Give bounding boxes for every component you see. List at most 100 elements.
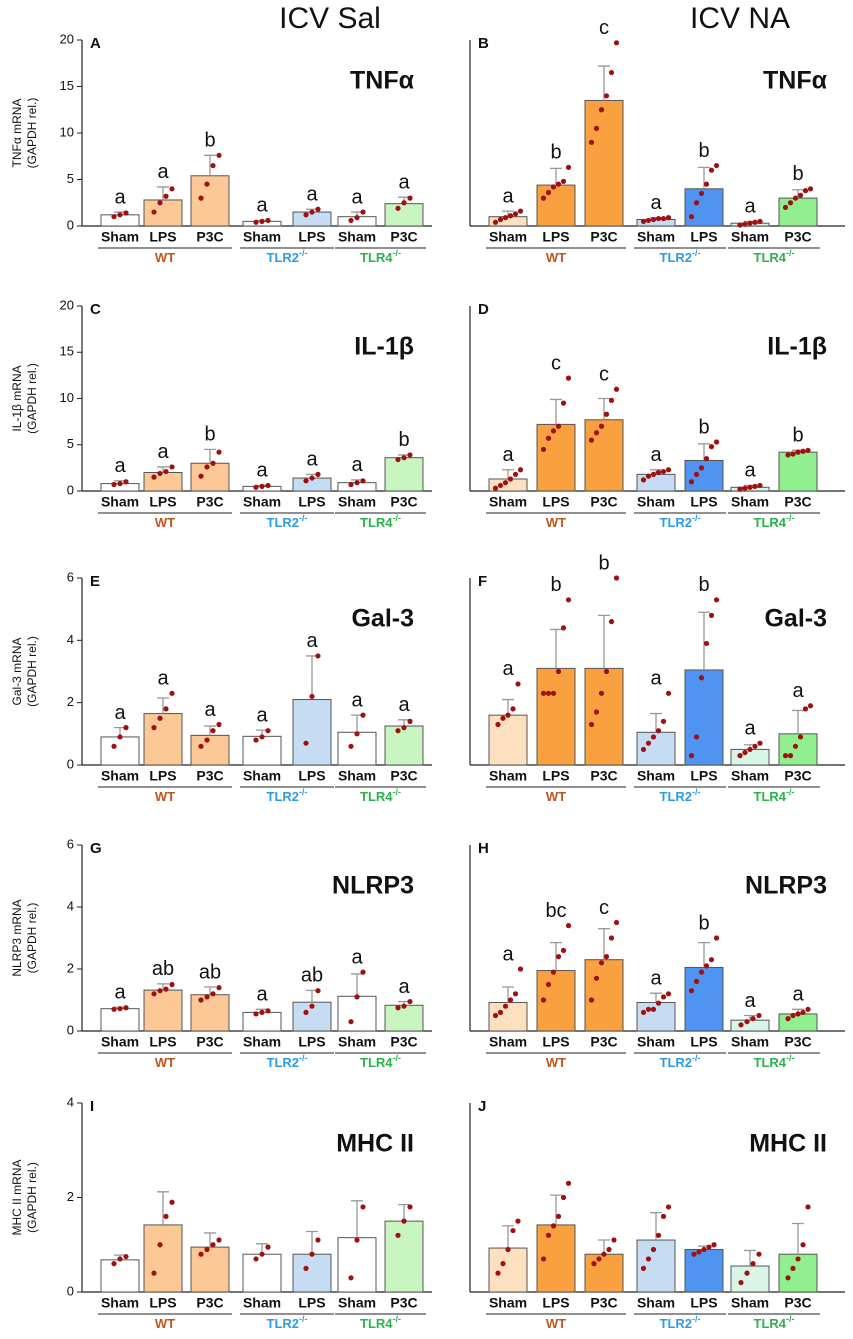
significance-letter: b [792, 163, 803, 185]
data-point [742, 485, 748, 491]
data-point [613, 40, 620, 46]
group-label: TLR2-/- [267, 248, 308, 265]
data-point [309, 693, 315, 700]
data-point [792, 743, 799, 749]
data-point [204, 994, 210, 1000]
group-label: WT [546, 515, 566, 530]
bar [384, 203, 424, 227]
data-point [805, 1006, 811, 1012]
data-point [401, 200, 407, 206]
y-tick-label: 0 [67, 482, 74, 497]
bar [100, 736, 140, 766]
data-point [708, 444, 715, 450]
data-point [169, 464, 175, 470]
x-tick-label: LPS [690, 768, 717, 784]
data-point [640, 477, 647, 483]
data-point [510, 1227, 516, 1234]
data-point [698, 969, 705, 975]
panel-title: NLRP3 [332, 872, 414, 900]
data-point [640, 746, 647, 753]
error-bar [792, 1222, 804, 1255]
x-tick-label: LPS [690, 1295, 717, 1311]
data-point [315, 206, 321, 212]
significance-letter: a [744, 460, 756, 482]
significance-letter: a [650, 444, 662, 466]
error-bar [698, 611, 710, 670]
data-point [737, 222, 743, 228]
data-point [151, 474, 157, 480]
data-point [645, 473, 652, 479]
data-point [790, 1012, 796, 1019]
bar [242, 735, 282, 766]
y-axis-label: (GAPDH rel.) [25, 363, 39, 434]
data-point [259, 483, 265, 489]
group-name: TLR4 [754, 1055, 787, 1070]
data-point [401, 1218, 407, 1224]
data-point [502, 215, 509, 221]
data-point [555, 1213, 562, 1219]
significance-letter: a [157, 668, 169, 690]
significance-letter: a [650, 192, 662, 214]
data-point [163, 468, 169, 475]
error-bar [550, 1194, 562, 1225]
data-point [800, 448, 806, 454]
error-bar [598, 65, 610, 101]
data-point [713, 597, 720, 603]
data-point [593, 975, 600, 981]
error-bar [204, 448, 216, 464]
data-point [265, 1008, 271, 1014]
bar [536, 184, 576, 227]
data-point [708, 167, 715, 173]
bar [636, 473, 676, 492]
y-axis-label: (GAPDH rel.) [25, 98, 39, 169]
significance-letter: a [306, 184, 318, 206]
data-point [698, 675, 705, 681]
group-label: TLR4-/- [360, 248, 401, 265]
group-superscript: -/- [786, 1314, 795, 1324]
y-tick-label: 2 [67, 694, 74, 709]
data-point [163, 1213, 169, 1219]
significance-letter: a [744, 990, 756, 1012]
data-point [198, 195, 204, 201]
bar [488, 1247, 528, 1293]
significance-letter: a [792, 680, 804, 702]
data-point [744, 1019, 750, 1025]
data-point [540, 997, 547, 1003]
data-point [210, 728, 216, 734]
data-point [598, 960, 605, 966]
y-tick-label: 5 [67, 436, 74, 451]
significance-letter: a [650, 967, 662, 989]
x-tick-label: Sham [338, 494, 376, 510]
x-tick-label: Sham [489, 494, 527, 510]
bar [337, 1237, 377, 1293]
x-tick-label: LPS [298, 229, 325, 245]
bar [337, 995, 377, 1032]
data-point [395, 456, 401, 463]
data-point [555, 181, 562, 187]
data-point [117, 734, 123, 740]
bar [337, 731, 377, 766]
data-point [560, 625, 567, 631]
significance-letter: b [598, 552, 609, 574]
data-point [797, 734, 804, 740]
significance-letter: b [698, 140, 709, 162]
group-label: TLR2-/- [267, 1314, 308, 1331]
data-point [593, 430, 600, 436]
x-tick-label: Sham [731, 1295, 769, 1311]
x-tick-label: P3C [784, 494, 811, 510]
data-point [507, 476, 514, 482]
group-name: TLR4 [754, 789, 787, 804]
data-point [750, 1016, 756, 1022]
group-superscript: -/- [393, 1053, 402, 1063]
significance-letter: ab [152, 958, 174, 980]
data-point [151, 991, 157, 997]
significance-letter: c [551, 352, 561, 374]
group-label: TLR2-/- [660, 1053, 701, 1070]
data-point [253, 737, 259, 743]
x-tick-label: Sham [637, 1295, 675, 1311]
data-point [703, 181, 710, 187]
panel-title: NLRP3 [745, 872, 827, 900]
data-point [309, 1251, 315, 1257]
data-point [315, 988, 321, 994]
data-point [550, 184, 557, 190]
